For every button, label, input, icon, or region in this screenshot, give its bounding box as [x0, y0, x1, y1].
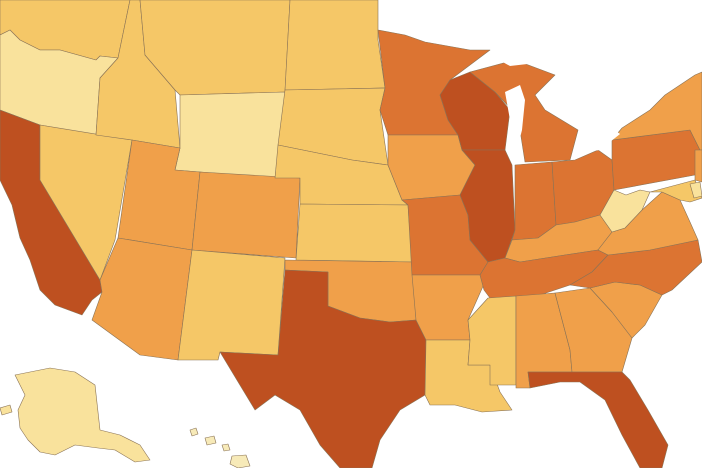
- state-WI[interactable]: [439, 71, 511, 151]
- state-PA[interactable]: [611, 129, 701, 191]
- state-WY[interactable]: [174, 91, 286, 179]
- state-FL[interactable]: [527, 371, 669, 468]
- lake-superior: [490, 45, 560, 66]
- state-NM[interactable]: [177, 249, 286, 361]
- state-AK[interactable]: [14, 367, 151, 463]
- state-DE[interactable]: [689, 181, 702, 199]
- state-KS[interactable]: [295, 203, 413, 263]
- state-NJ[interactable]: [694, 149, 702, 183]
- state-IN[interactable]: [511, 161, 557, 241]
- state-ND[interactable]: [284, 0, 386, 91]
- state-NY[interactable]: [611, 71, 702, 151]
- lake-michigan: [505, 85, 525, 158]
- state-CO[interactable]: [191, 171, 301, 259]
- state-MS[interactable]: [467, 295, 517, 386]
- state-TX[interactable]: [219, 269, 427, 468]
- lake-erie: [578, 128, 620, 152]
- state-AK-islands[interactable]: [0, 404, 13, 416]
- state-HI[interactable]: [189, 427, 251, 468]
